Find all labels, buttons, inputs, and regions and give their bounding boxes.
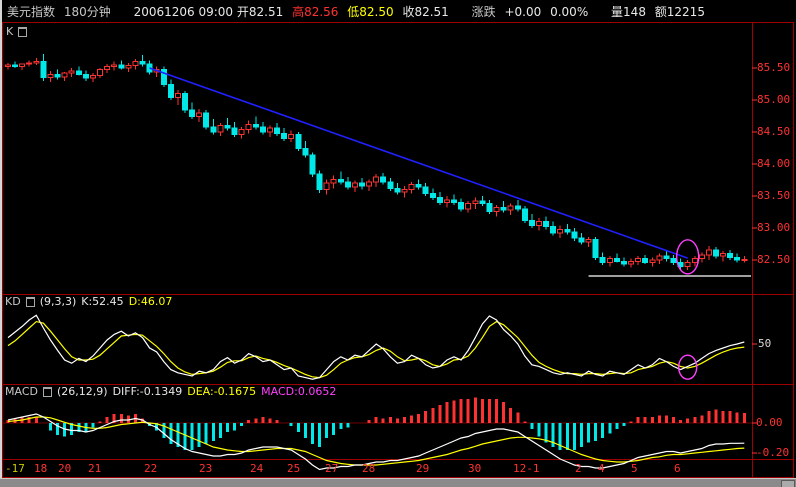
price-label: 83.00 (757, 221, 791, 234)
window-border-left (0, 0, 2, 487)
date-label: 23 (199, 462, 213, 475)
datetime-label: 20061206 09:00 (133, 5, 234, 19)
date-label: 21 (88, 462, 102, 475)
change-value: +0.00 (504, 5, 542, 19)
macd-panel-header: MACD (26,12,9) DIFF:-0.1349 DEA:-0.1675 … (5, 386, 336, 398)
kd-panel-title: KD (5, 295, 21, 308)
frame-line-left (2, 22, 3, 477)
change-percent: 0.00% (550, 5, 589, 19)
kd-panel[interactable] (3, 295, 752, 384)
kd-panel-header: KD (9,3,3) K:52.45 D:46.07 (5, 296, 172, 308)
date-label: 29 (416, 462, 430, 475)
date-label: 2 (575, 462, 582, 475)
restore-window-icon[interactable] (25, 297, 35, 307)
frame-line-top (2, 22, 794, 23)
period-label: 180分钟 (63, 5, 111, 19)
macd-params: (26,12,9) (56, 385, 108, 398)
date-label: 24 (250, 462, 264, 475)
price-label: 84.00 (757, 157, 791, 170)
date-label: 30 (468, 462, 482, 475)
price-label: 82.50 (757, 253, 791, 266)
restore-window-icon[interactable] (42, 387, 52, 397)
frame-line-right (793, 22, 794, 477)
price-label: 84.50 (757, 125, 791, 138)
date-label: 6 (674, 462, 681, 475)
date-label: 27 (325, 462, 339, 475)
horizontal-scrollbar[interactable] (0, 478, 796, 487)
macd-hist-value: MACD:0.0652 (261, 385, 337, 398)
amount-value: 额12215 (654, 5, 705, 19)
low-value: 低82.50 (347, 5, 394, 19)
date-label: 5 (631, 462, 638, 475)
macd-panel-title: MACD (5, 385, 38, 398)
kd-d-value: D:46.07 (128, 295, 173, 308)
macd-diff-value: DIFF:-0.1349 (112, 385, 183, 398)
change-label: 涨跌 (471, 5, 496, 19)
price-label: 83.50 (757, 189, 791, 202)
volume-value: 量148 (611, 5, 646, 19)
kd-k-value: K:52.45 (81, 295, 124, 308)
main-chart-panel[interactable] (3, 23, 752, 294)
price-label: 85.00 (757, 93, 791, 106)
date-label: 22 (144, 462, 158, 475)
instrument-name: 美元指数 (7, 5, 56, 19)
date-label: 28 (362, 462, 376, 475)
date-label: -17 (5, 462, 25, 475)
date-label: 4 (598, 462, 605, 475)
macd-axis-label: 0.00 (756, 416, 783, 429)
date-label: 12-1 (513, 462, 540, 475)
close-value: 收82.51 (402, 5, 449, 19)
title-bar: 美元指数 180分钟 20061206 09:00 开82.51 高82.56 … (7, 3, 710, 19)
date-label: 25 (287, 462, 301, 475)
main-panel-header: K (6, 25, 28, 38)
scrollbar-grip-icon[interactable] (781, 480, 795, 487)
main-panel-title: K (6, 25, 14, 38)
macd-dea-value: DEA:-0.1675 (187, 385, 257, 398)
price-label: 85.50 (757, 61, 791, 74)
kd-params: (9,3,3) (39, 295, 77, 308)
open-value: 开82.51 (236, 5, 284, 19)
date-label: 20 (58, 462, 72, 475)
restore-window-icon[interactable] (18, 27, 28, 37)
kd-axis-label: 50 (758, 337, 772, 350)
high-value: 高82.56 (292, 5, 339, 19)
frame-line-axis (752, 22, 753, 477)
frame-line-date-top (2, 459, 794, 460)
frame-line-kd-top (2, 294, 794, 295)
frame-line-macd-top (2, 384, 794, 385)
frame-line-bottom (2, 477, 794, 478)
date-label: 18 (34, 462, 48, 475)
macd-axis-label: -0.20 (756, 446, 790, 459)
